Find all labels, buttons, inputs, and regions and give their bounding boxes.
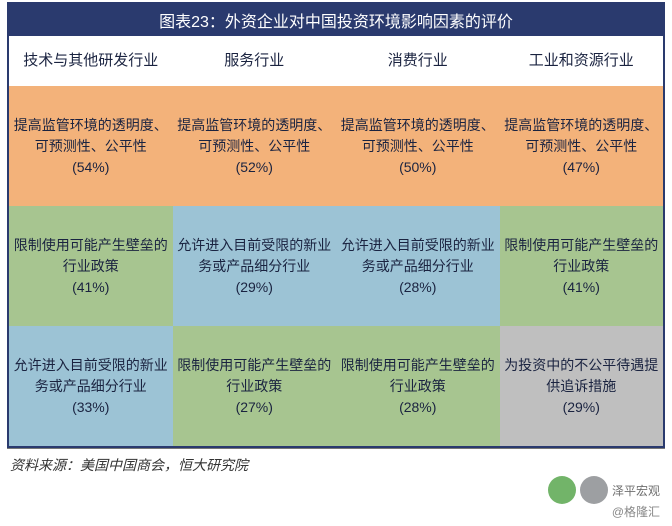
table-row: 限制使用可能产生壁垒的行业政策(41%)允许进入目前受限的新业务或产品细分行业(… xyxy=(9,206,663,326)
chart-container: 图表23：外资企业对中国投资环境影响因素的评价 技术与其他研发行业 服务行业 消… xyxy=(7,2,665,448)
cell-text: 为投资中的不公平待遇提供追诉措施 xyxy=(504,355,660,397)
cell-text: 提高监管环境的透明度、可预测性、公平性 xyxy=(177,115,333,157)
cell-percentage: (29%) xyxy=(177,277,333,298)
watermark-icon xyxy=(580,476,608,504)
cell-percentage: (33%) xyxy=(13,397,169,418)
cell-percentage: (41%) xyxy=(13,277,169,298)
cell-text: 限制使用可能产生壁垒的行业政策 xyxy=(340,355,496,397)
cell-text: 限制使用可能产生壁垒的行业政策 xyxy=(13,235,169,277)
cell-text: 提高监管环境的透明度、可预测性、公平性 xyxy=(504,115,660,157)
table-cell: 提高监管环境的透明度、可预测性、公平性(47%) xyxy=(500,86,664,206)
cell-text: 提高监管环境的透明度、可预测性、公平性 xyxy=(13,115,169,157)
table-cell: 允许进入目前受限的新业务或产品细分行业(33%) xyxy=(9,326,173,446)
cell-percentage: (27%) xyxy=(177,397,333,418)
table-wrapper: 技术与其他研发行业 服务行业 消费行业 工业和资源行业 提高监管环境的透明度、可… xyxy=(9,36,663,446)
cell-text: 允许进入目前受限的新业务或产品细分行业 xyxy=(340,235,496,277)
data-table: 技术与其他研发行业 服务行业 消费行业 工业和资源行业 提高监管环境的透明度、可… xyxy=(9,36,663,446)
cell-percentage: (28%) xyxy=(340,397,496,418)
cell-text: 允许进入目前受限的新业务或产品细分行业 xyxy=(177,235,333,277)
table-cell: 提高监管环境的透明度、可预测性、公平性(50%) xyxy=(336,86,500,206)
col-header-2: 消费行业 xyxy=(336,36,500,86)
cell-text: 允许进入目前受限的新业务或产品细分行业 xyxy=(13,355,169,397)
source-text: 资料来源：美国中国商会，恒大研究院 xyxy=(0,449,672,477)
watermark-text: 泽平宏观 xyxy=(612,482,660,499)
table-cell: 限制使用可能产生壁垒的行业政策(41%) xyxy=(9,206,173,326)
table-cell: 提高监管环境的透明度、可预测性、公平性(54%) xyxy=(9,86,173,206)
cell-percentage: (52%) xyxy=(177,157,333,178)
table-cell: 提高监管环境的透明度、可预测性、公平性(52%) xyxy=(173,86,337,206)
table-cell: 为投资中的不公平待遇提供追诉措施(29%) xyxy=(500,326,664,446)
cell-text: 限制使用可能产生壁垒的行业政策 xyxy=(504,235,660,277)
table-row: 提高监管环境的透明度、可预测性、公平性(54%)提高监管环境的透明度、可预测性、… xyxy=(9,86,663,206)
table-cell: 限制使用可能产生壁垒的行业政策(41%) xyxy=(500,206,664,326)
table-cell: 限制使用可能产生壁垒的行业政策(27%) xyxy=(173,326,337,446)
cell-text: 提高监管环境的透明度、可预测性、公平性 xyxy=(340,115,496,157)
watermark-icon xyxy=(548,476,576,504)
col-header-1: 服务行业 xyxy=(173,36,337,86)
cell-percentage: (28%) xyxy=(340,277,496,298)
table-cell: 限制使用可能产生壁垒的行业政策(28%) xyxy=(336,326,500,446)
watermark-sub: @格隆汇 xyxy=(612,503,660,520)
table-row: 允许进入目前受限的新业务或产品细分行业(33%)限制使用可能产生壁垒的行业政策(… xyxy=(9,326,663,446)
col-header-3: 工业和资源行业 xyxy=(500,36,664,86)
cell-percentage: (54%) xyxy=(13,157,169,178)
cell-percentage: (47%) xyxy=(504,157,660,178)
cell-percentage: (41%) xyxy=(504,277,660,298)
col-header-0: 技术与其他研发行业 xyxy=(9,36,173,86)
cell-percentage: (29%) xyxy=(504,397,660,418)
watermark: 泽平宏观 xyxy=(548,476,660,504)
cell-percentage: (50%) xyxy=(340,157,496,178)
table-header-row: 技术与其他研发行业 服务行业 消费行业 工业和资源行业 xyxy=(9,36,663,86)
chart-title: 图表23：外资企业对中国投资环境影响因素的评价 xyxy=(9,4,663,36)
table-cell: 允许进入目前受限的新业务或产品细分行业(28%) xyxy=(336,206,500,326)
cell-text: 限制使用可能产生壁垒的行业政策 xyxy=(177,355,333,397)
table-cell: 允许进入目前受限的新业务或产品细分行业(29%) xyxy=(173,206,337,326)
